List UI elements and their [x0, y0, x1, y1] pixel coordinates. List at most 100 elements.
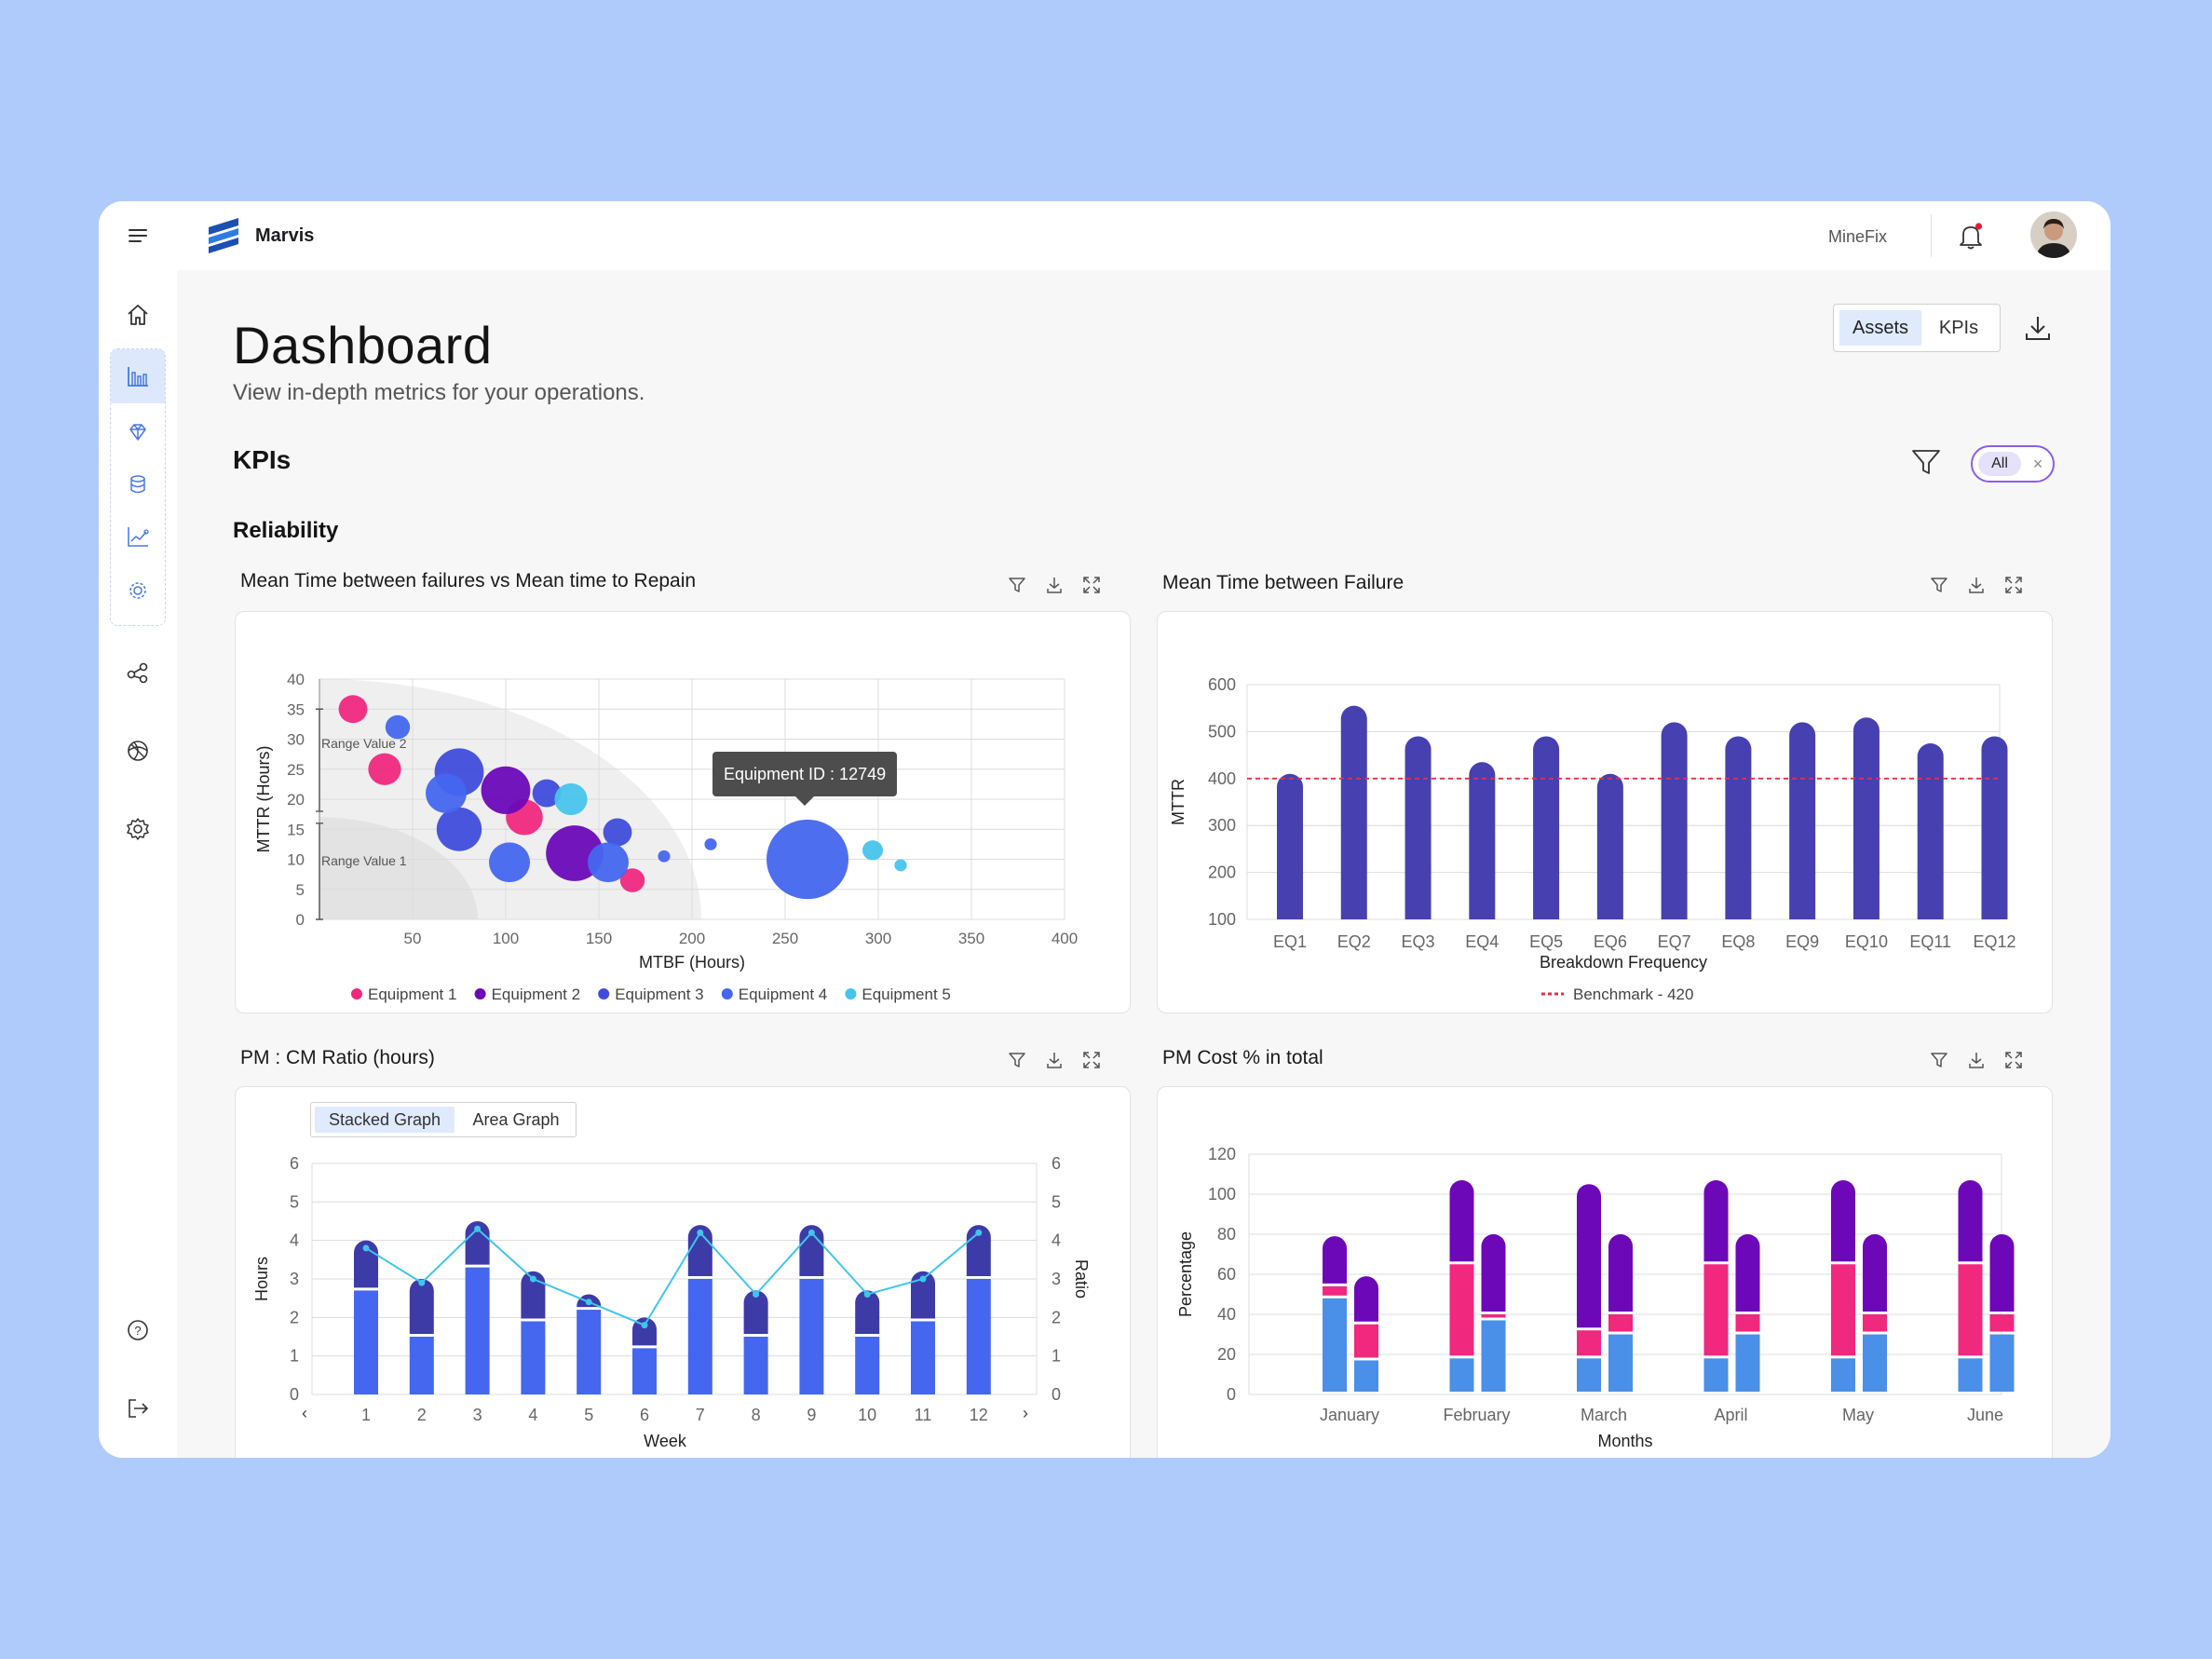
y2-tick-label: 0 — [1052, 1385, 1061, 1404]
benchmark-legend-label: Benchmark - 420 — [1573, 986, 1693, 1003]
download-icon[interactable] — [1041, 1047, 1067, 1073]
bubble-point — [894, 859, 907, 872]
x-tick-label: 9 — [807, 1406, 816, 1424]
help-icon[interactable]: ? — [119, 1312, 156, 1349]
bar-segment — [1481, 1320, 1506, 1392]
x-tick-label: 350 — [958, 930, 984, 947]
download-icon[interactable] — [1041, 572, 1067, 598]
area-graph-tab[interactable]: Area Graph — [472, 1110, 560, 1129]
organization-name[interactable]: MineFix — [1827, 227, 1887, 246]
bar-segment — [1989, 1234, 2015, 1312]
close-icon[interactable]: × — [2032, 455, 2043, 473]
legend-swatch — [598, 988, 610, 999]
database-icon[interactable] — [119, 466, 156, 503]
x-tick-label: 250 — [772, 930, 798, 947]
download-icon[interactable] — [1963, 1047, 1989, 1073]
x-tick-label: EQ6 — [1594, 932, 1627, 951]
x-tick-label: 3 — [473, 1406, 482, 1424]
graph-type-toggle: Stacked Graph Area Graph — [310, 1102, 577, 1137]
x-tick-label: May — [1842, 1406, 1874, 1424]
network-nodes-icon[interactable] — [119, 654, 156, 691]
mtbf-chart: 100 200 300 400 500 600 EQ1 EQ2 EQ3 EQ4 EQ5 EQ6 EQ7 E… — [1169, 675, 2015, 1003]
filter-icon[interactable] — [1926, 1047, 1952, 1073]
x-tick-label: EQ1 — [1273, 932, 1307, 951]
x-tick-label: 50 — [404, 930, 422, 947]
download-icon[interactable] — [1963, 572, 1989, 598]
ratio-point — [753, 1291, 760, 1299]
mtbf-chart-title: Mean Time between Failure — [1162, 572, 1405, 593]
bar-segment — [1449, 1358, 1474, 1392]
expand-icon[interactable] — [1079, 572, 1105, 598]
bar — [1917, 743, 1944, 919]
x-tick-label: April — [1714, 1406, 1747, 1424]
home-icon[interactable] — [119, 296, 156, 333]
x-axis-label: Breakdown Frequency — [1540, 953, 1707, 972]
bar-segment — [465, 1221, 490, 1265]
settings-cog-icon[interactable] — [119, 572, 156, 609]
range-bracket-2 — [316, 708, 323, 812]
filter-icon[interactable] — [1909, 445, 1943, 479]
bar-segment — [1608, 1234, 1633, 1312]
y-axis-label: Hours — [252, 1257, 271, 1301]
bubble-point — [338, 695, 368, 724]
gear-icon[interactable] — [119, 810, 156, 848]
legend-label: Equipment 1 — [368, 986, 456, 1003]
bar-segment — [409, 1337, 434, 1394]
y-tick-label: 20 — [287, 791, 305, 809]
notification-bell-icon[interactable] — [1952, 218, 1989, 255]
range-label: Range Value 1 — [321, 853, 407, 868]
stacked-graph-tab[interactable]: Stacked Graph — [315, 1107, 455, 1133]
filter-icon[interactable] — [1004, 1047, 1030, 1073]
legend-label: Equipment 3 — [615, 986, 703, 1003]
bar — [1981, 736, 2008, 919]
kpis-heading: KPIs — [233, 445, 292, 474]
bar-segment — [1863, 1234, 1887, 1312]
bar-segment — [687, 1279, 712, 1394]
mtbf-chart-card: 100 200 300 400 500 600 EQ1 EQ2 EQ3 EQ4 EQ5 EQ6 EQ7 E… — [1157, 611, 2053, 1013]
ratio-point — [474, 1225, 482, 1232]
x-tick-label: EQ3 — [1402, 932, 1435, 951]
expand-icon[interactable] — [2001, 572, 2027, 598]
assets-tab[interactable]: Assets — [1839, 310, 1921, 346]
bar-segment — [1481, 1314, 1506, 1318]
marvis-logo — [209, 218, 238, 253]
expand-icon[interactable] — [2001, 1047, 2027, 1073]
bar-segment — [1577, 1330, 1601, 1356]
y-tick-label: 6 — [290, 1154, 299, 1173]
logout-icon[interactable] — [119, 1390, 156, 1427]
bar-segment — [521, 1271, 546, 1319]
pmcm-chart-title: PM : CM Ratio (hours) — [240, 1047, 435, 1068]
bar-chart-icon[interactable] — [119, 358, 156, 395]
bar-segment — [1703, 1179, 1729, 1262]
y-axis-label: MTTR — [1169, 779, 1187, 825]
bar-segment — [1735, 1314, 1760, 1332]
diamond-icon[interactable] — [119, 414, 156, 451]
bar-segment — [743, 1290, 768, 1334]
ratio-point — [529, 1275, 536, 1283]
x-tick-label: 11 — [915, 1406, 932, 1424]
legend-swatch — [721, 988, 733, 999]
pmcm-chart-card: 0 0 1 1 2 2 3 3 4 4 5 5 6 6 1 2 3 4 5 6 7 8 9 10 11 12 ‹ › Week Hours… — [235, 1086, 1131, 1458]
bar-segment — [1958, 1264, 1983, 1356]
y-tick-label: 0 — [1227, 1385, 1236, 1404]
y2-tick-label: 1 — [1052, 1347, 1061, 1366]
legend-label: Equipment 5 — [862, 986, 950, 1003]
filter-chip-all[interactable]: All × — [1971, 445, 2055, 483]
line-chart-icon[interactable] — [119, 518, 156, 555]
bar — [1596, 773, 1623, 919]
expand-icon[interactable] — [1079, 1047, 1105, 1073]
kpis-tab[interactable]: KPIs — [1938, 318, 1979, 338]
range-label: Range Value 2 — [321, 736, 407, 751]
bar-segment — [1735, 1334, 1760, 1392]
bar-segment — [1831, 1264, 1855, 1356]
download-icon[interactable] — [2021, 311, 2055, 345]
y-tick-label: 300 — [1208, 816, 1236, 835]
globe-icon[interactable] — [119, 732, 156, 769]
bar-segment — [1449, 1264, 1474, 1356]
filter-icon[interactable] — [1926, 572, 1952, 598]
hamburger-menu-icon[interactable] — [125, 222, 153, 250]
filter-icon[interactable] — [1004, 572, 1030, 598]
user-avatar[interactable] — [2030, 211, 2077, 258]
bubble-chart: 0 5 10 15 20 25 30 35 40 50 100 150 200 250 300 350 400 R… — [254, 671, 1078, 1003]
y-tick-label: 40 — [287, 671, 305, 688]
